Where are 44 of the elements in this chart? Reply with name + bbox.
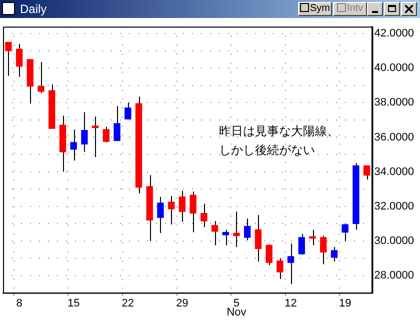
candlestick (342, 223, 348, 242)
candlestick (254, 214, 262, 262)
candlestick (16, 43, 23, 78)
candlestick (330, 246, 338, 262)
candlestick (81, 112, 88, 152)
candlestick (92, 116, 99, 158)
y-tick-label: 32.0000 (374, 200, 414, 212)
x-tick-label: 15 (67, 297, 80, 310)
text: Sym (310, 3, 330, 14)
candlestick (266, 244, 272, 266)
candlestick (124, 102, 132, 120)
candlestick (320, 235, 327, 265)
x-tick-label: 29 (176, 297, 188, 310)
x-tick-label: 19 (338, 297, 352, 310)
candlestick (114, 106, 120, 142)
x-tick-label: 8 (16, 297, 22, 310)
candlestick (102, 126, 110, 143)
y-tick-label: 40.0000 (374, 62, 414, 74)
candlestick (200, 203, 208, 228)
text: Intv (346, 3, 364, 14)
candlestick (38, 62, 44, 94)
y-tick-label: 38.0000 (374, 96, 414, 109)
candlestick (298, 234, 305, 256)
y-tick-label: 28.0000 (374, 270, 414, 282)
candlestick (168, 196, 175, 226)
annotation: しかし後続がない (219, 142, 316, 157)
candlestick (244, 218, 251, 241)
candlestick (287, 243, 294, 285)
candlestick (157, 196, 164, 234)
y-tick-label: 30.0000 (374, 234, 414, 247)
y-tick-label: 36.0000 (374, 131, 414, 144)
candlestick (276, 258, 284, 280)
candlestick (190, 191, 196, 233)
candlestick (233, 211, 240, 248)
y-tick-label: 34.0000 (374, 166, 414, 178)
candlestick (70, 128, 77, 162)
x-tick-label: 12 (284, 297, 297, 310)
candlestick (211, 220, 218, 246)
y-tick-label: 42.0000 (374, 28, 414, 40)
annotation: 昨日は見事な大陽線、 (219, 124, 340, 138)
chart-title: Daily (20, 2, 47, 16)
candlestick (178, 190, 186, 222)
candlestick (222, 229, 229, 246)
x-tick-label: 22 (122, 297, 134, 310)
